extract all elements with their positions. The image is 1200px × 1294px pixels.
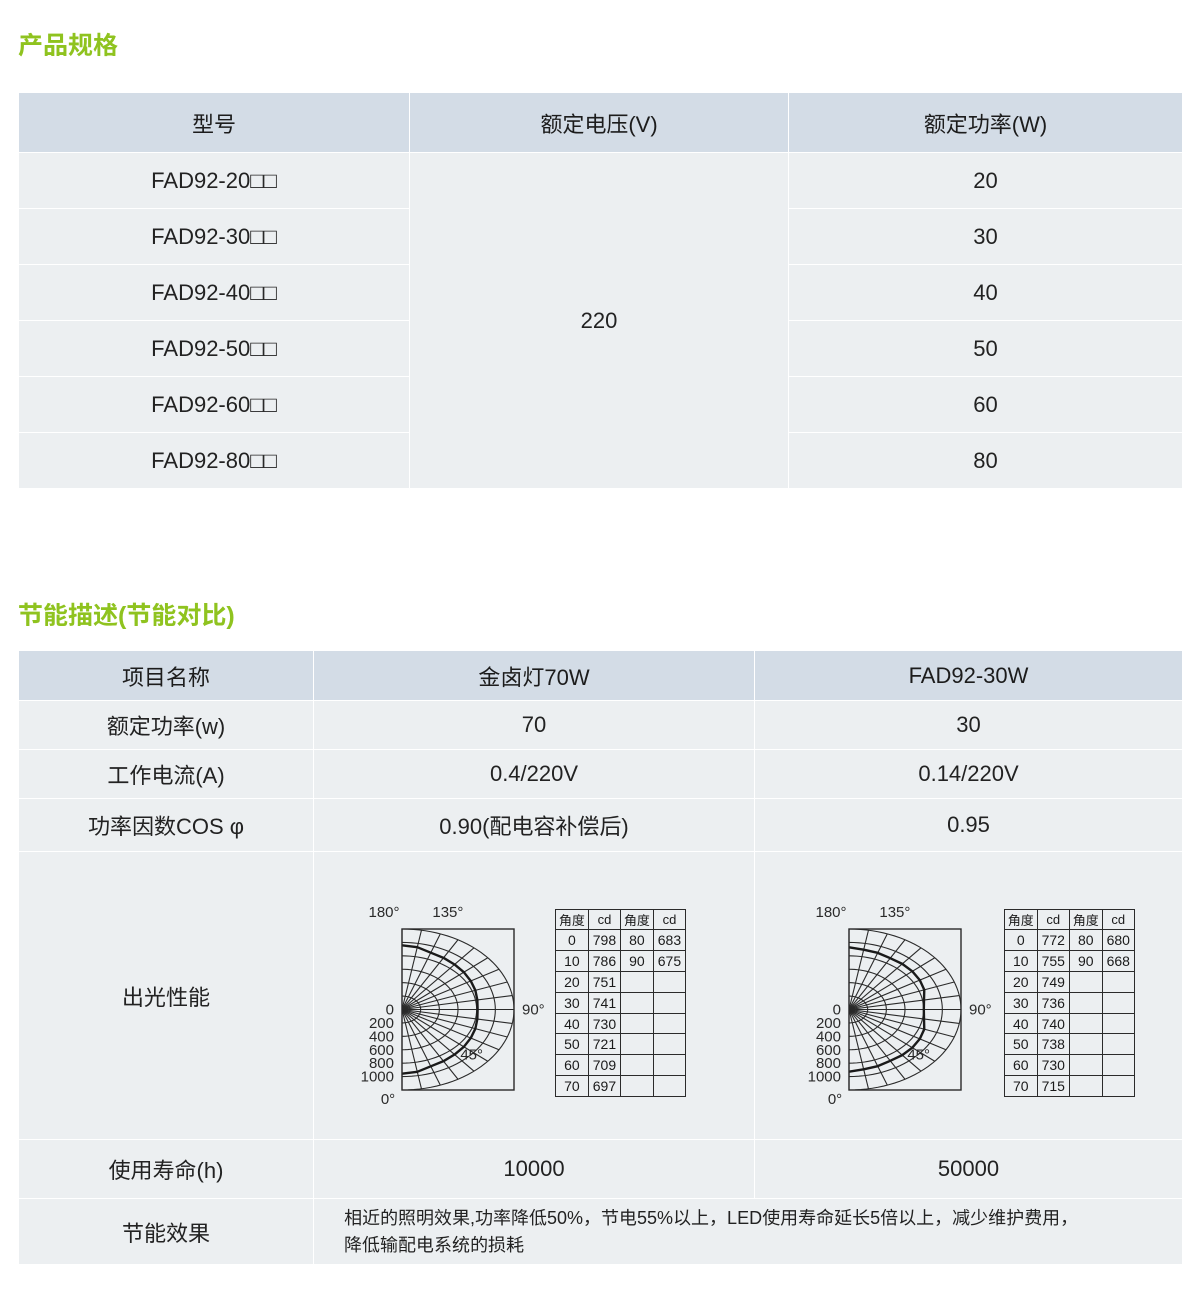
svg-text:90°: 90°	[522, 1001, 545, 1018]
svg-text:0°: 0°	[827, 1091, 841, 1106]
svg-text:45°: 45°	[907, 1046, 930, 1063]
svg-text:1000: 1000	[807, 1068, 840, 1085]
svg-text:45°: 45°	[461, 1046, 484, 1063]
svg-text:1000: 1000	[361, 1068, 394, 1085]
svg-text:180°: 180°	[815, 904, 846, 921]
svg-text:90°: 90°	[969, 1001, 992, 1018]
svg-text:135°: 135°	[879, 904, 910, 921]
svg-text:135°: 135°	[433, 904, 464, 921]
svg-text:0°: 0°	[381, 1091, 395, 1106]
svg-text:180°: 180°	[369, 904, 400, 921]
